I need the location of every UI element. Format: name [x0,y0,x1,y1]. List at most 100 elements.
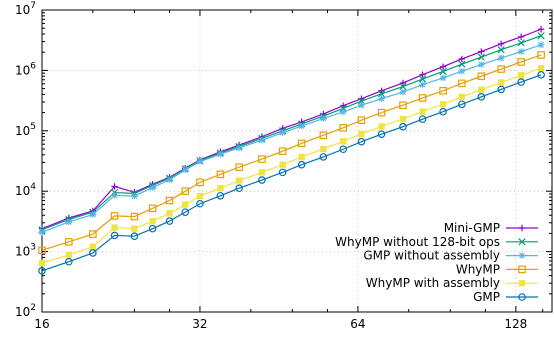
data-point [377,130,386,138]
data-point [279,161,286,168]
y-tick-label: 107 [15,1,36,17]
data-point [149,184,156,191]
data-point [439,101,447,108]
data-point [358,102,365,109]
data-point [497,85,505,94]
data-point [517,78,525,86]
x-tick-label: 16 [34,317,49,331]
data-point [439,63,447,70]
data-point [182,166,189,174]
data-point [278,147,287,155]
data-point [65,238,73,246]
data-point [196,192,204,200]
series-3 [38,51,545,255]
series-line [41,35,542,231]
data-point [357,116,366,124]
data-point [258,155,266,163]
legend-label: Mini-GMP [444,221,500,235]
y-tick-label: 106 [15,61,36,77]
axes: 102 103 104 105 106 107 16 32 64 128 [15,1,553,331]
legend-marker [518,265,526,274]
data-point [235,163,243,171]
series-2 [38,41,545,236]
data-point [216,170,225,179]
legend-entry: Mini-GMP [444,221,538,235]
data-point [319,153,328,161]
data-point [517,39,525,47]
data-point [235,144,243,152]
data-point [537,32,545,40]
data-point [196,158,204,165]
data-point [130,232,139,240]
data-point [65,257,73,266]
data-point [478,61,485,68]
data-point [131,225,138,232]
x-tick-label: 128 [504,317,527,331]
data-point [258,169,266,176]
data-point [339,108,347,116]
data-point [477,53,485,61]
y-tick-label: 105 [15,122,36,138]
data-point [130,212,139,221]
data-point [439,67,447,76]
data-point [110,212,119,220]
data-point [458,67,466,75]
legend-entry: GMP [473,290,538,304]
data-point [517,33,525,40]
data-point [399,82,407,91]
data-point [165,217,174,225]
data-point [419,81,426,88]
data-point [478,86,485,93]
series-line [41,44,542,233]
data-point [339,124,347,132]
data-point [399,88,407,96]
data-point [235,184,243,193]
data-point [418,75,427,83]
data-point [110,231,119,240]
data-point [258,136,266,144]
data-point [439,74,447,82]
data-point [419,71,426,78]
x-tick-label: 32 [192,317,207,331]
series-group [38,26,545,275]
data-point [320,115,327,122]
legend-marker [518,252,526,259]
data-point [339,145,347,154]
data-point [378,123,385,130]
data-point [38,267,46,275]
y-tick-label: 102 [15,303,36,319]
data-point [458,93,466,101]
data-point [497,40,505,48]
data-point [38,259,46,267]
data-point [297,139,306,148]
series-1 [38,32,545,234]
data-point [458,60,466,68]
data-point [477,93,486,101]
data-point [89,230,97,238]
data-point [182,201,189,208]
data-point [537,51,545,59]
data-point [377,108,386,117]
data-point [89,243,97,251]
legend-label: WhyMP [456,262,500,276]
y-tick-label: 104 [15,182,36,198]
data-point [148,224,157,233]
data-point [38,246,46,255]
data-point [131,192,138,200]
data-point [297,160,306,169]
data-point [111,183,118,190]
data-point [537,26,545,33]
data-point [298,122,305,130]
legend-label: GMP [473,290,500,304]
data-point [149,217,156,225]
data-point [517,72,525,79]
plot-frame [41,9,553,313]
data-point [399,115,407,123]
legend-label: WhyMP with assembly [366,276,500,290]
data-point [278,168,287,177]
data-point [166,210,173,217]
data-point [196,178,204,187]
data-point [217,185,224,192]
data-point [477,72,486,81]
